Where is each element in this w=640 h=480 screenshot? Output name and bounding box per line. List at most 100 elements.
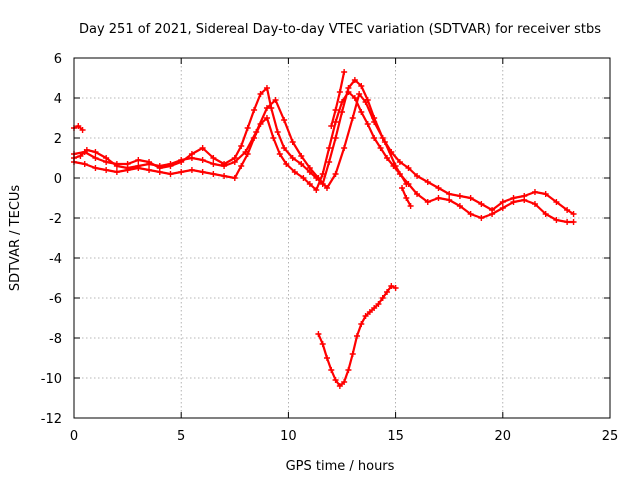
data-point	[113, 169, 120, 175]
data-point	[238, 143, 245, 149]
data-point	[306, 181, 313, 187]
data-point	[306, 165, 313, 171]
data-point	[319, 341, 326, 347]
data-point	[499, 199, 506, 205]
y-tick-label: 2	[54, 132, 62, 147]
data-point	[323, 185, 330, 191]
data-point	[257, 91, 264, 97]
data-point	[210, 161, 217, 167]
data-point	[358, 321, 365, 327]
data-point	[113, 163, 120, 169]
grid-lines	[74, 58, 610, 418]
data-point	[135, 163, 142, 169]
data-point	[381, 139, 388, 145]
data-point	[366, 309, 373, 315]
data-point	[146, 167, 153, 173]
data-point	[467, 211, 474, 217]
data-point	[283, 161, 290, 167]
data-point	[570, 211, 577, 217]
data-point	[289, 155, 296, 161]
data-point	[103, 167, 110, 173]
data-point	[414, 173, 421, 179]
data-point	[326, 159, 333, 165]
y-tick-label: 4	[54, 92, 62, 107]
data-point	[351, 77, 358, 83]
data-point	[379, 295, 386, 301]
data-point	[263, 85, 270, 91]
data-point	[358, 83, 365, 89]
data-point	[478, 201, 485, 207]
data-point	[188, 167, 195, 173]
data-point	[270, 135, 277, 141]
data-point	[354, 333, 361, 339]
data-point	[326, 145, 333, 151]
y-tick-label: -10	[41, 372, 62, 387]
data-point	[456, 193, 463, 199]
series-layer	[71, 69, 577, 389]
data-point	[199, 157, 206, 163]
data-point	[570, 219, 577, 225]
data-point	[124, 165, 131, 171]
y-tick-label: 0	[54, 172, 62, 187]
data-point	[521, 197, 528, 203]
data-point	[553, 199, 560, 205]
data-point	[75, 123, 82, 129]
data-point	[244, 125, 251, 131]
data-point	[156, 163, 163, 169]
series-line	[72, 90, 575, 224]
data-point	[199, 145, 206, 151]
data-point	[77, 153, 84, 159]
data-point	[358, 109, 365, 115]
data-point	[345, 89, 352, 95]
data-point	[371, 305, 378, 311]
data-point	[339, 99, 345, 105]
data-point	[362, 313, 369, 319]
data-point	[384, 155, 391, 161]
data-point	[146, 161, 153, 167]
data-point	[564, 219, 571, 225]
data-point	[323, 355, 330, 361]
data-point	[251, 107, 258, 113]
series-line	[330, 70, 346, 128]
data-point	[364, 121, 371, 127]
data-point	[156, 169, 163, 175]
data-point	[377, 145, 384, 151]
data-point	[135, 157, 142, 163]
data-point	[336, 89, 343, 95]
data-point	[341, 69, 348, 75]
data-point	[371, 135, 378, 141]
data-point	[188, 155, 195, 161]
data-point	[178, 169, 185, 175]
data-point	[238, 163, 245, 169]
data-point	[263, 115, 270, 121]
data-point	[553, 217, 560, 223]
data-point	[274, 129, 281, 135]
data-point	[392, 163, 399, 169]
data-point	[281, 117, 288, 123]
data-point	[281, 145, 288, 151]
data-point	[263, 105, 270, 111]
data-point	[328, 123, 335, 129]
x-tick-label: 20	[495, 429, 512, 444]
data-point	[349, 115, 356, 121]
data-point	[351, 95, 358, 101]
data-point	[403, 181, 410, 187]
y-tick-label: -12	[41, 412, 62, 427]
y-axis-label: SDTVAR / TECUs	[8, 185, 23, 292]
data-point	[392, 285, 399, 291]
data-point	[424, 199, 431, 205]
data-point	[424, 179, 431, 185]
data-point	[356, 91, 363, 97]
data-point	[178, 157, 185, 163]
data-point	[336, 383, 343, 389]
data-point	[199, 169, 206, 175]
data-point	[276, 151, 283, 157]
data-point	[414, 191, 421, 197]
series-track-f	[399, 185, 414, 209]
series-track-g	[315, 283, 399, 389]
data-point	[332, 135, 339, 141]
data-point	[221, 173, 228, 179]
data-point	[332, 119, 339, 125]
data-point	[272, 97, 279, 103]
